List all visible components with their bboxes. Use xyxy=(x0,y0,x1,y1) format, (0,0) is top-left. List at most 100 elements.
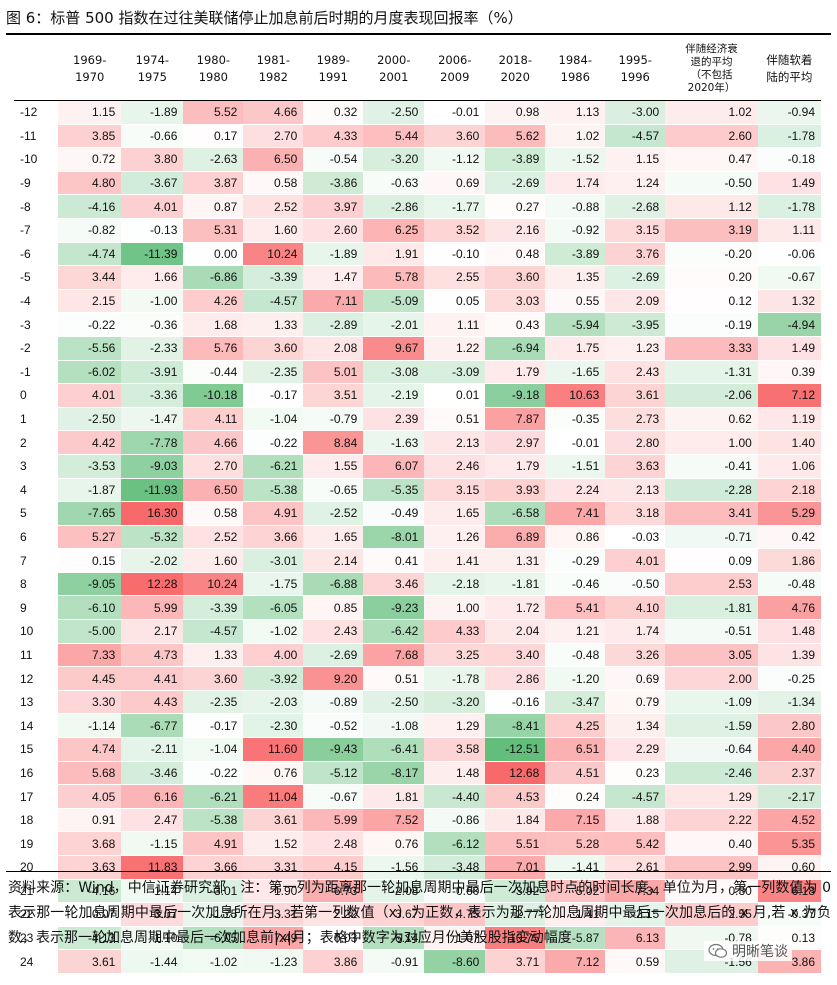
return-cell: -3.48 xyxy=(424,855,486,880)
return-cell: 7.33 xyxy=(58,643,122,668)
return-cell: 4.51 xyxy=(545,761,606,786)
return-cell: 1.39 xyxy=(757,643,821,668)
return-cell: 3.86 xyxy=(303,949,364,974)
month-offset-cell: 5 xyxy=(14,501,59,526)
header-line: 2001 xyxy=(379,70,409,84)
return-cell: 0.27 xyxy=(485,194,546,219)
return-cell: 2.08 xyxy=(303,336,364,361)
return-cell: 0.72 xyxy=(58,147,122,172)
table-row: 12 4.45 4.41 3.60 -3.92 9.20 0.51 -1.78 2.86 -1.2… xyxy=(14,666,821,691)
return-cell: 2.55 xyxy=(424,265,486,290)
header-col: 1969- 1970 xyxy=(58,38,122,101)
return-cell: -12.51 xyxy=(485,737,546,762)
returns-table: 1969- 1970 1974- 1975 1980- 1980 1981- 1982 … xyxy=(14,38,821,974)
return-cell: 3.61 xyxy=(243,808,304,833)
return-cell: 5.62 xyxy=(485,124,546,149)
return-cell: -0.51 xyxy=(665,619,758,644)
return-cell: -2.35 xyxy=(243,360,304,385)
return-cell: 7.01 xyxy=(485,855,546,880)
return-cell: 5.76 xyxy=(183,336,244,361)
return-cell: 1.41 xyxy=(424,548,486,573)
return-cell: 1.65 xyxy=(424,501,486,526)
return-cell: 4.66 xyxy=(183,430,244,455)
return-cell: 4.74 xyxy=(58,737,122,762)
table-row: 18 0.91 2.47 -5.38 3.61 5.99 7.52 -0.86 1.84 7.15… xyxy=(14,808,821,833)
table-row: 16 5.68 -3.46 -0.22 0.76 -5.12 -8.17 1.48 12.68 4… xyxy=(14,761,821,786)
header-col: 1974- 1975 xyxy=(121,38,184,101)
return-cell: 1.06 xyxy=(757,454,821,479)
return-cell: 1.11 xyxy=(424,312,486,337)
header-col: 1995- 1996 xyxy=(605,38,666,101)
return-cell: 12.68 xyxy=(485,761,546,786)
table-row: -5 3.44 1.66 -6.86 -3.39 1.47 5.78 2.55 3.60 1.35… xyxy=(14,265,821,290)
return-cell: -6.88 xyxy=(303,572,364,597)
return-cell: 3.66 xyxy=(243,525,304,550)
return-cell: -8.60 xyxy=(424,949,486,974)
header-line: 1986 xyxy=(560,70,590,84)
month-offset-cell: 4 xyxy=(14,478,59,503)
return-cell: 4.11 xyxy=(183,407,244,432)
source-note: 资料来源：Wind，中信证券研究部 注：第一列为距离那一轮加息周期中最后一次加息… xyxy=(8,880,831,946)
return-cell: -11.39 xyxy=(121,242,184,267)
return-cell: 2.13 xyxy=(424,430,486,455)
table-row: 20 3.63 11.83 3.66 3.31 4.15 -1.56 -3.48 7.01 -1.… xyxy=(14,855,821,880)
return-cell: 1.79 xyxy=(485,360,546,385)
return-cell: -6.05 xyxy=(243,595,304,621)
return-cell: -1.51 xyxy=(545,454,606,479)
return-cell: 1.15 xyxy=(605,147,666,172)
return-cell: 0.58 xyxy=(183,501,244,526)
table-row: 15 4.74 -2.11 -1.04 11.60 -9.43 -6.41 3.58 -12.5… xyxy=(14,737,821,762)
return-cell: -6.21 xyxy=(183,784,244,809)
month-offset-cell: 12 xyxy=(14,666,59,691)
return-cell: 0.79 xyxy=(605,690,666,715)
return-cell: 1.91 xyxy=(363,242,425,267)
return-cell: -0.79 xyxy=(303,407,364,432)
return-cell: -0.65 xyxy=(303,478,364,503)
header-line: 退的平均 xyxy=(690,56,733,68)
month-offset-cell: -12 xyxy=(14,100,59,125)
table-row: 23 -4.13 -1.10 -6.05 7.49 0.03 -6.14 1.07 10.75-… xyxy=(14,926,821,951)
return-cell: 11.60 xyxy=(243,737,304,762)
return-cell: 1.72 xyxy=(485,595,546,621)
return-cell: -0.92 xyxy=(545,218,606,243)
return-cell: 0.98 xyxy=(485,100,546,125)
return-cell: 7.41 xyxy=(545,501,606,526)
month-offset-cell: 19 xyxy=(14,831,59,856)
return-cell: 0.32 xyxy=(303,100,364,125)
header-line: 伴随经济衰 xyxy=(685,43,738,55)
return-cell: -0.63 xyxy=(363,171,425,196)
return-cell: -0.17 xyxy=(183,713,244,739)
header-line: 1984- xyxy=(558,53,592,67)
table-row: 2 4.42 -7.78 4.66 -0.22 8.84 -1.63 2.13 2.97 -0.0… xyxy=(14,430,821,455)
header-col: 2000- 2001 xyxy=(363,38,425,101)
return-cell: 3.93 xyxy=(485,478,546,503)
month-offset-cell: 24 xyxy=(14,949,59,974)
return-cell: -2.50 xyxy=(363,100,425,125)
return-cell: -1.63 xyxy=(363,430,425,455)
return-cell: -0.06 xyxy=(757,242,821,267)
return-cell: 3.52 xyxy=(424,218,486,243)
return-cell: 1.02 xyxy=(545,124,606,149)
header-line: 1982 xyxy=(258,70,288,84)
return-cell: -9.23 xyxy=(363,595,425,621)
return-cell: -0.67 xyxy=(303,784,364,809)
return-cell: -2.35 xyxy=(183,690,244,715)
return-cell: 0.62 xyxy=(665,407,758,432)
month-offset-cell: -6 xyxy=(14,242,59,267)
return-cell: 1.21 xyxy=(545,619,606,644)
return-cell: -2.69 xyxy=(485,171,546,196)
return-cell: -7.65 xyxy=(58,501,122,526)
header-line: 1974- xyxy=(135,53,170,67)
return-cell: 7.87 xyxy=(485,407,546,432)
return-cell: -3.36 xyxy=(121,383,184,408)
return-cell: 0.09 xyxy=(665,548,758,573)
return-cell: -0.35 xyxy=(545,407,606,432)
return-cell: -0.54 xyxy=(303,147,364,172)
return-cell: 3.26 xyxy=(605,643,666,668)
return-cell: 0.40 xyxy=(665,831,758,856)
return-cell: -2.06 xyxy=(665,383,758,408)
return-cell: 1.35 xyxy=(545,265,606,290)
return-cell: -1.00 xyxy=(121,289,184,314)
return-cell: 6.50 xyxy=(183,478,244,503)
return-cell: 10.24 xyxy=(183,572,244,597)
